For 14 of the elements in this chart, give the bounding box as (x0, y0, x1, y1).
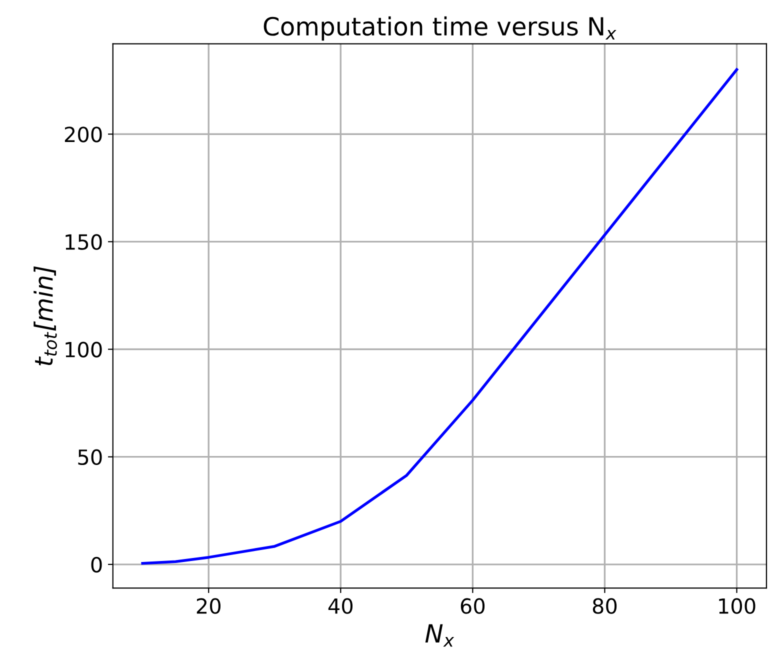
y-tick-label: 0 (91, 556, 102, 573)
x-tick-label: 40 (328, 598, 353, 614)
y-tick-label: 150 (66, 234, 102, 250)
y-tick-label: 100 (66, 342, 102, 358)
line-series (141, 68, 738, 565)
chart-title: Computation time versus N$_{x}$ (264, 16, 616, 41)
x-tick-label: 60 (460, 598, 485, 614)
x-tick-label: 80 (592, 598, 617, 614)
x-tick-label: 20 (196, 598, 220, 614)
x-tick-label: 100 (719, 598, 756, 614)
y-tick-label: 200 (64, 126, 102, 142)
y-tick-label: 50 (78, 449, 102, 466)
x-axis-title: N$_{x}$ (425, 624, 454, 647)
y-axis-title: t$_{tot}$[min] (34, 266, 57, 366)
